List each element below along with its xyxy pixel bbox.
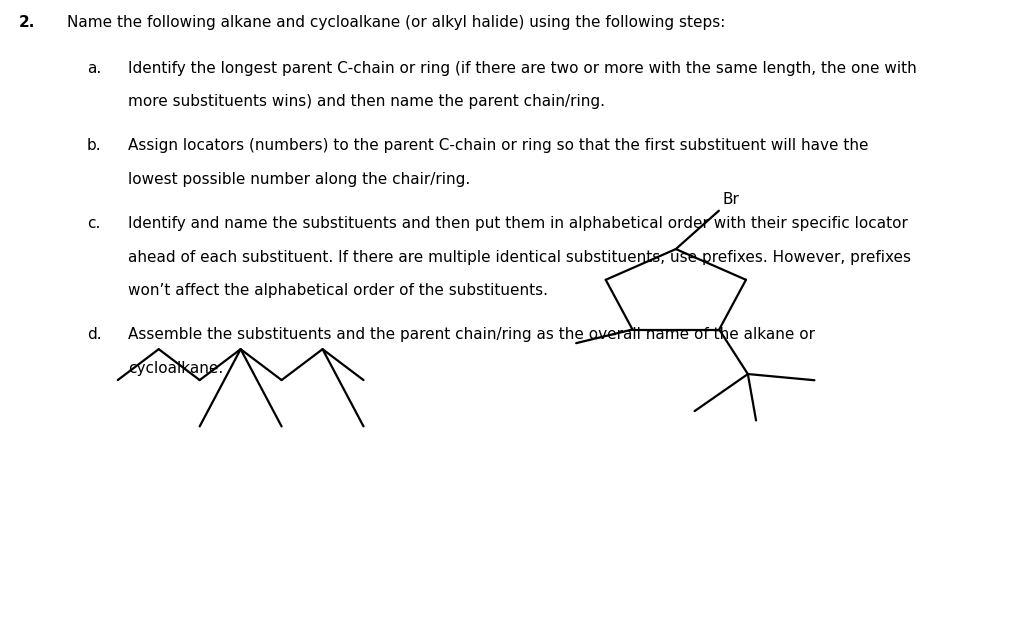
Text: more substituents wins) and then name the parent chain/ring.: more substituents wins) and then name th… <box>128 94 605 109</box>
Text: won’t affect the alphabetical order of the substituents.: won’t affect the alphabetical order of t… <box>128 283 548 298</box>
Text: b.: b. <box>87 138 101 153</box>
Text: cycloalkane.: cycloalkane. <box>128 361 223 376</box>
Text: Br: Br <box>723 192 739 207</box>
Text: d.: d. <box>87 328 101 342</box>
Text: lowest possible number along the chair/ring.: lowest possible number along the chair/r… <box>128 172 470 187</box>
Text: Assemble the substituents and the parent chain/ring as the overall name of the a: Assemble the substituents and the parent… <box>128 328 815 342</box>
Text: Identify and name the substituents and then put them in alphabetical order with : Identify and name the substituents and t… <box>128 216 908 231</box>
Text: Identify the longest parent C-chain or ring (if there are two or more with the s: Identify the longest parent C-chain or r… <box>128 61 916 75</box>
Text: Assign locators (numbers) to the parent C-chain or ring so that the first substi: Assign locators (numbers) to the parent … <box>128 138 868 153</box>
Text: c.: c. <box>87 216 100 231</box>
Text: a.: a. <box>87 61 101 75</box>
Text: Name the following alkane and cycloalkane (or alkyl halide) using the following : Name the following alkane and cycloalkan… <box>67 15 725 30</box>
Text: ahead of each substituent. If there are multiple identical substituents, use pre: ahead of each substituent. If there are … <box>128 250 911 265</box>
Text: 2.: 2. <box>18 15 35 30</box>
